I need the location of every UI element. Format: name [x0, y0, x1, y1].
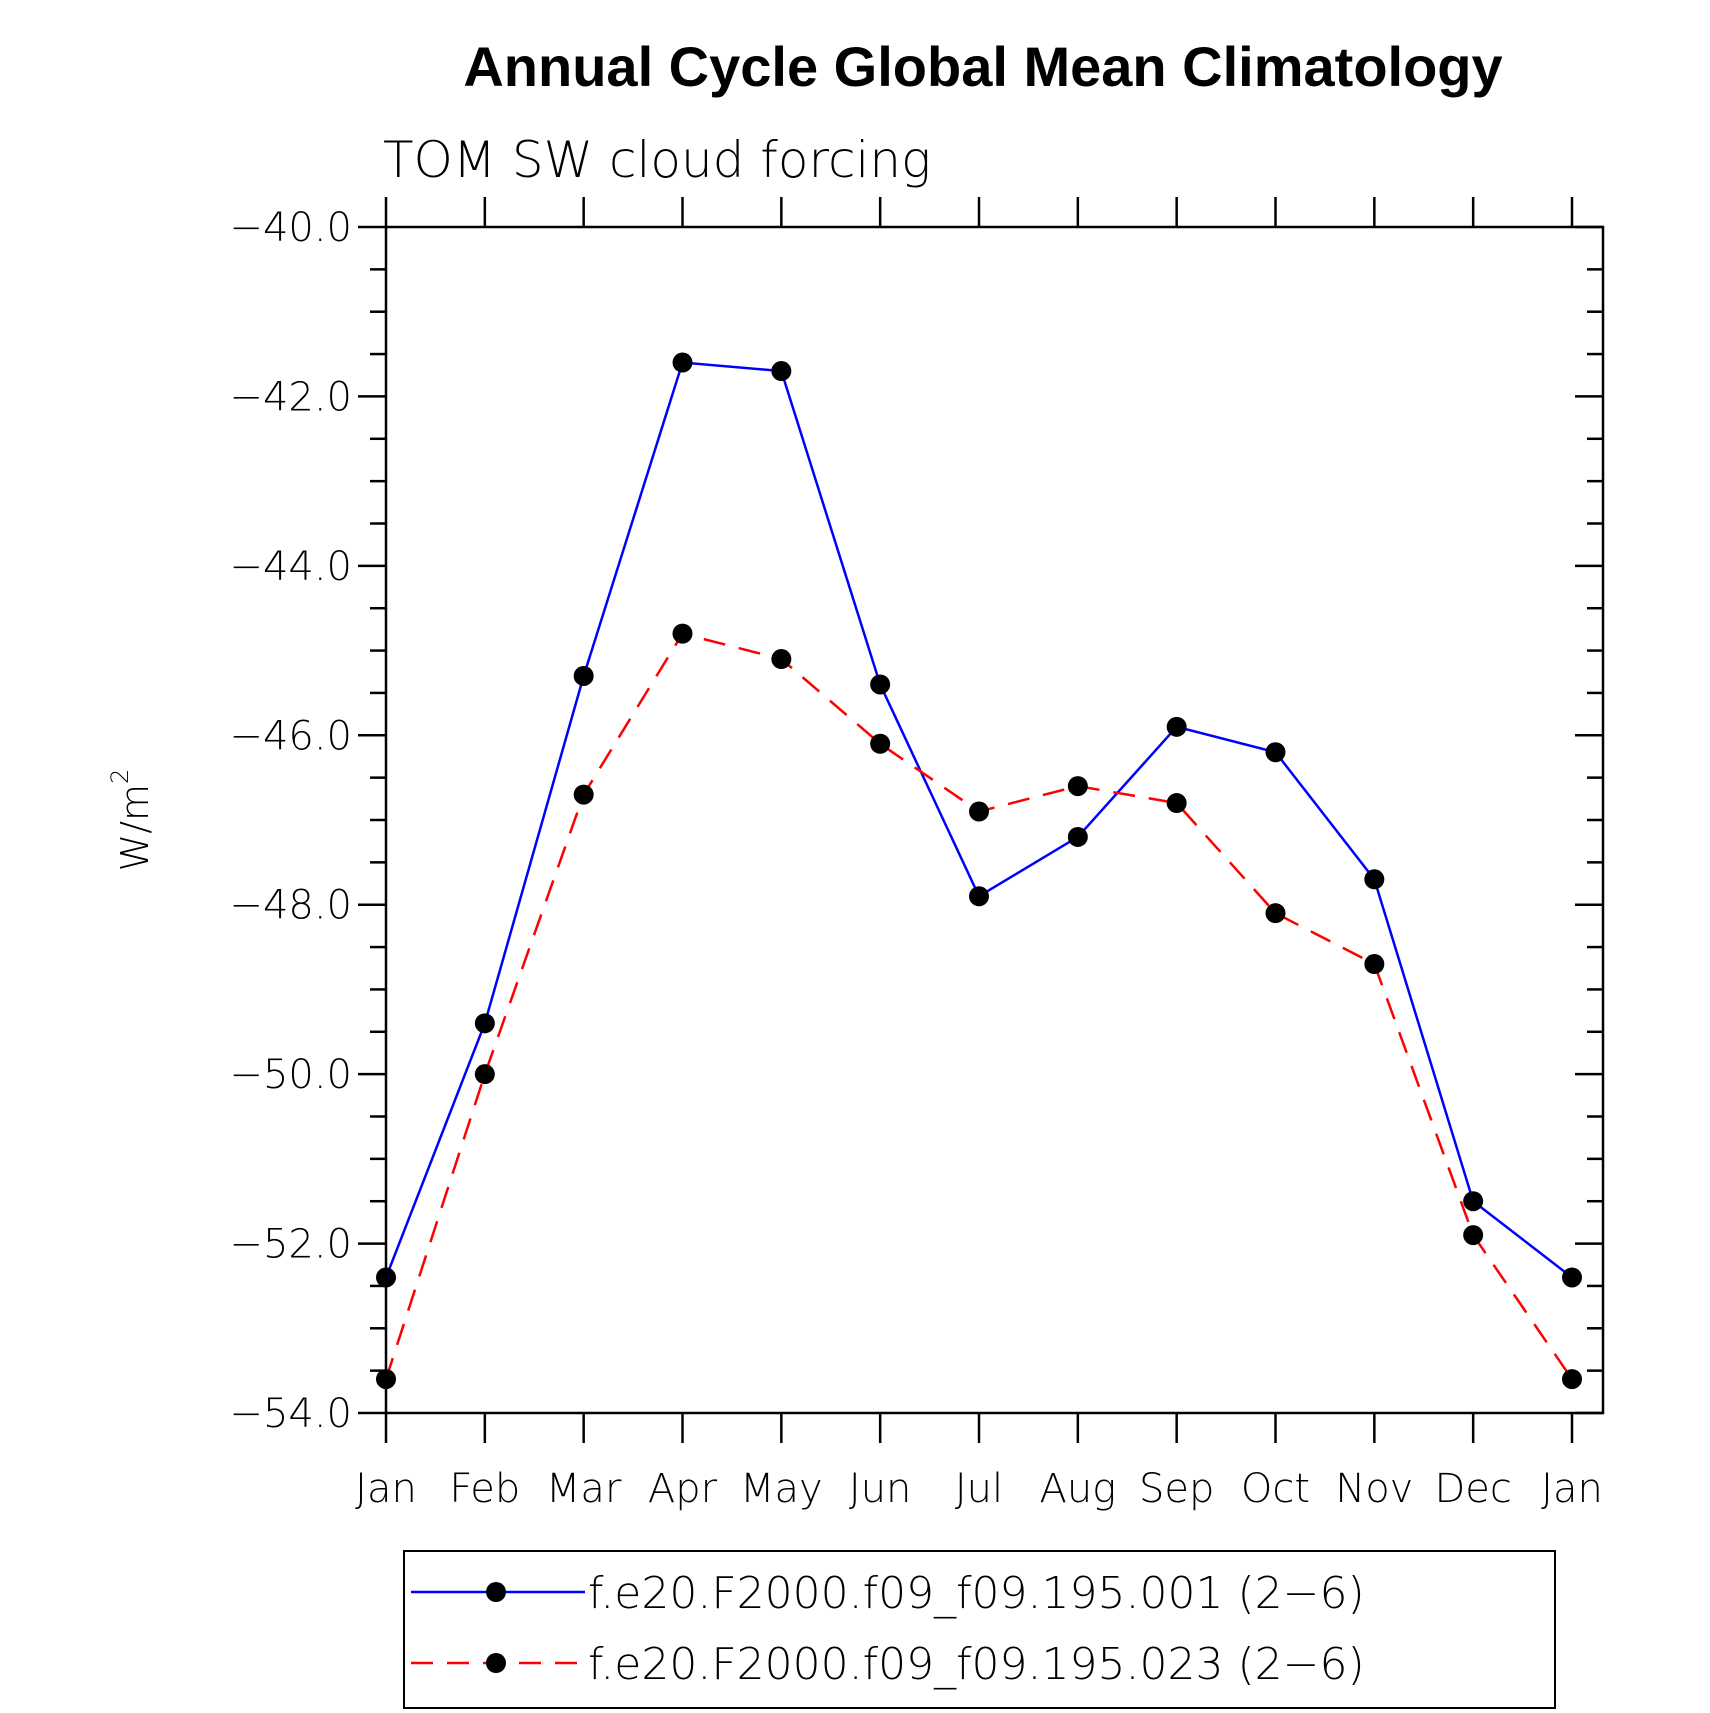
data-point	[1562, 1369, 1582, 1390]
legend: f.e20.F2000.f09_f09.195.001 (2−6) f.e20.F…	[403, 1550, 1556, 1709]
legend-marker-1	[486, 1582, 506, 1602]
data-point	[771, 649, 792, 670]
chart-subtitle: TOM SW cloud forcing	[383, 131, 931, 189]
data-point	[1067, 776, 1088, 797]
data-point	[870, 674, 891, 695]
x-tick-label: Feb	[449, 1466, 520, 1512]
x-tick-label: Oct	[1241, 1466, 1310, 1512]
data-point	[573, 665, 594, 686]
data-point	[870, 733, 891, 754]
data-point	[1562, 1267, 1582, 1288]
x-tick-label: Dec	[1434, 1466, 1511, 1512]
data-point	[1166, 716, 1187, 737]
x-tick-label: May	[740, 1466, 823, 1512]
data-point	[474, 1064, 495, 1085]
x-tick-label: Aug	[1039, 1466, 1116, 1512]
y-tick-label: −54.0	[229, 1391, 352, 1437]
x-tick-label: Jan	[355, 1466, 417, 1512]
legend-label-2: f.e20.F2000.f09_f09.195.023 (2−6)	[588, 1639, 1365, 1690]
data-point	[1067, 826, 1088, 847]
data-point	[1463, 1225, 1484, 1246]
y-tick-label: −46.0	[229, 713, 352, 759]
x-tick-label: Apr	[648, 1466, 718, 1512]
y-axis-label-text: W/m	[113, 784, 157, 871]
series-lines	[384, 361, 1574, 1380]
data-point	[672, 623, 693, 644]
y-tick-label: −52.0	[229, 1222, 352, 1268]
x-tick-label: Jul	[955, 1466, 1003, 1512]
x-tick-labels: Jan Feb Mar Apr May Jun Jul Aug Sep Oct Nov Dec Jan	[355, 1466, 1603, 1512]
data-point	[1364, 869, 1385, 890]
x-tick-label: Mar	[546, 1466, 622, 1512]
legend-marker-2	[486, 1653, 506, 1673]
y-tick-label: −42.0	[229, 374, 352, 420]
axis-ticks	[358, 197, 1603, 1443]
series-markers	[376, 352, 1582, 1390]
x-tick-label: Jun	[849, 1466, 912, 1512]
data-point	[771, 361, 792, 382]
y-axis-label-superscript: 2	[106, 769, 134, 784]
x-tick-label: Nov	[1335, 1466, 1413, 1512]
plot-frame	[384, 225, 1605, 1415]
y-axis-label: W/m2	[106, 769, 157, 872]
data-point	[969, 801, 989, 822]
y-tick-labels: −40.0 −42.0 −44.0 −46.0 −48.0 −50.0 −52.0 −54.0	[229, 205, 352, 1437]
y-tick-label: −50.0	[229, 1052, 352, 1098]
y-tick-label: −48.0	[229, 883, 352, 929]
data-point	[969, 886, 989, 907]
data-point	[474, 1013, 495, 1034]
legend-label-1: f.e20.F2000.f09_f09.195.001 (2−6)	[588, 1568, 1365, 1619]
y-tick-label: −44.0	[229, 544, 352, 590]
x-tick-label: Jan	[1541, 1466, 1603, 1512]
chart-title: Annual Cycle Global Mean Climatology	[463, 35, 1502, 98]
x-tick-label: Sep	[1139, 1466, 1214, 1512]
y-tick-label: −40.0	[229, 205, 352, 251]
svg-text:W/m2: W/m2	[106, 769, 157, 872]
data-point	[1265, 742, 1286, 763]
data-point	[1463, 1191, 1484, 1212]
data-point	[672, 352, 693, 373]
data-point	[1166, 793, 1187, 814]
data-point	[573, 784, 594, 805]
legend-box	[403, 1550, 1556, 1709]
data-point	[1265, 903, 1286, 924]
data-point	[1364, 954, 1385, 975]
